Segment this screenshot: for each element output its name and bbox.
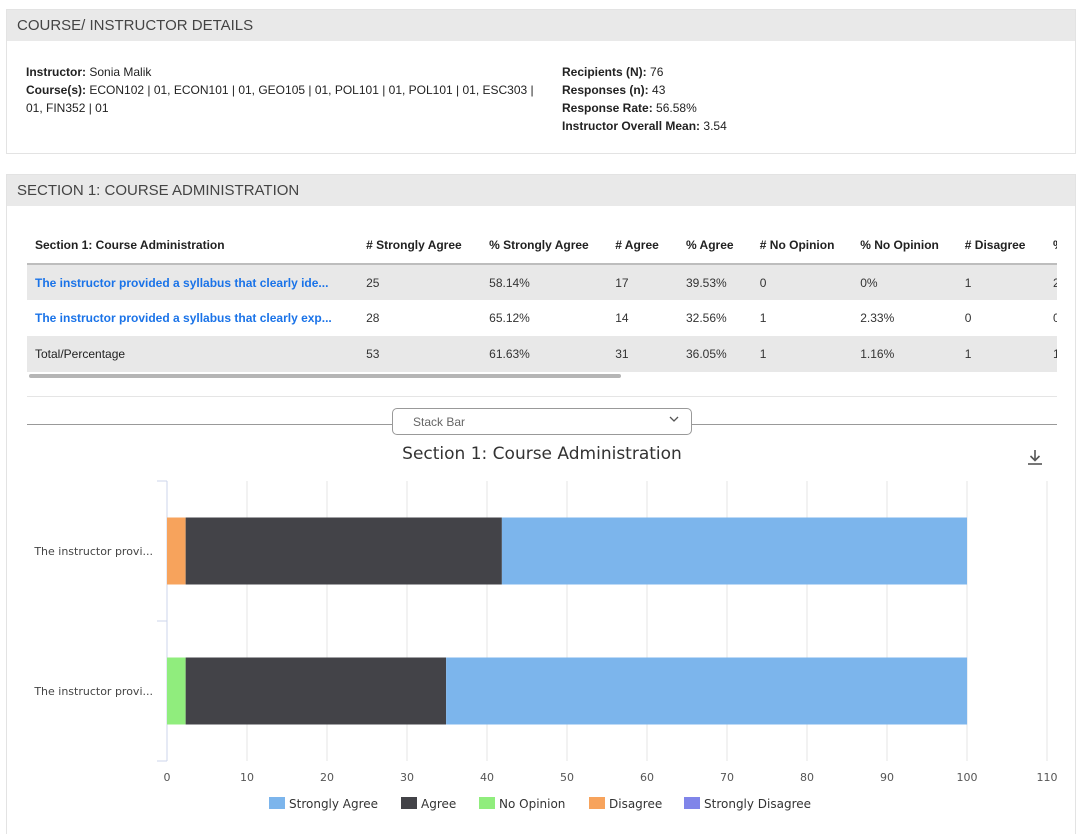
table-cell: 1 bbox=[751, 336, 853, 372]
details-right-column: Recipients (N): 76 Responses (n): 43 Res… bbox=[562, 63, 962, 135]
table-cell: 39.53% bbox=[677, 264, 752, 300]
courses-list: ECON102 | 01, ECON101 | 01, GEO105 | 01,… bbox=[89, 83, 534, 97]
table-cell: 65.12% bbox=[489, 311, 530, 325]
table-cell: 1.16% bbox=[852, 336, 957, 372]
section-1-panel: SECTION 1: COURSE ADMINISTRATION Section… bbox=[6, 174, 1076, 834]
col-header[interactable]: # Strongly Agree bbox=[358, 227, 482, 265]
table-cell: 61.63% bbox=[481, 336, 608, 372]
responses-label: Responses (n): bbox=[562, 83, 649, 97]
table-cell: 1 bbox=[956, 264, 1045, 300]
details-left-column: Instructor: Sonia Malik Course(s): ECON1… bbox=[26, 63, 546, 117]
table-cell: 28 bbox=[366, 311, 380, 325]
x-tick-label: 60 bbox=[640, 771, 654, 784]
table-cell: 17 bbox=[607, 264, 678, 300]
table-cell: 53 bbox=[358, 336, 482, 372]
x-tick-label: 0 bbox=[164, 771, 171, 784]
col-header[interactable]: # No Opinion bbox=[751, 227, 853, 265]
chart-type-selected: Stack Bar bbox=[413, 414, 466, 429]
total-label: Total/Percentage bbox=[27, 336, 359, 372]
divider bbox=[27, 396, 1057, 397]
table-cell: 0 bbox=[964, 311, 972, 325]
col-header[interactable]: # Disagree bbox=[956, 227, 1045, 265]
x-tick-label: 80 bbox=[800, 771, 814, 784]
x-tick-label: 20 bbox=[320, 771, 334, 784]
stacked-bar-chart: 0 10 20 30 40 50 60 70 80 90 100 110 The instructor … bbox=[33, 480, 1058, 811]
results-table-container[interactable]: Section 1: Course Administration # Stron… bbox=[27, 227, 1057, 375]
col-header[interactable]: % Strongly Agree bbox=[481, 227, 608, 265]
overall-mean-label: Instructor Overall Mean: bbox=[562, 119, 701, 133]
details-header: COURSE/ INSTRUCTOR DETAILS bbox=[7, 10, 1075, 41]
chevron-down-icon bbox=[669, 416, 679, 422]
response-rate-value: 56.58% bbox=[656, 101, 697, 115]
table-cell: 1.16% bbox=[1044, 336, 1057, 372]
table-total-row: Total/Percentage 53 61.63% 31 36.05% 1 1… bbox=[27, 336, 1057, 372]
x-tick-label: 50 bbox=[560, 771, 574, 784]
bar-no-opinion bbox=[167, 657, 186, 725]
x-tick-label: 70 bbox=[720, 771, 734, 784]
section-header: SECTION 1: COURSE ADMINISTRATION bbox=[7, 175, 1075, 206]
table-row: The instructor provided a syllabus that … bbox=[27, 264, 1057, 300]
legend-swatch bbox=[479, 797, 495, 809]
table-cell: 32.56% bbox=[685, 311, 727, 325]
col-header[interactable]: Section 1: Course Administration bbox=[27, 227, 359, 265]
table-cell: 2.33% bbox=[860, 311, 895, 325]
bar-strongly-agree bbox=[446, 657, 968, 725]
courses-list-continued: 01, FIN352 | 01 bbox=[26, 101, 109, 115]
table-cell: 1 bbox=[759, 311, 767, 325]
question-link[interactable]: The instructor provided a syllabus that … bbox=[27, 264, 359, 300]
results-table: Section 1: Course Administration # Stron… bbox=[27, 227, 1057, 372]
table-header-row: Section 1: Course Administration # Stron… bbox=[27, 227, 1057, 265]
courses-label: Course(s): bbox=[26, 83, 87, 97]
x-tick-label: 90 bbox=[880, 771, 894, 784]
table-cell: 2.33% bbox=[1044, 264, 1057, 300]
table-cell: 0 bbox=[751, 264, 853, 300]
table-cell: 36.05% bbox=[677, 336, 752, 372]
legend-item: Agree bbox=[421, 797, 456, 811]
legend-swatch bbox=[401, 797, 417, 809]
legend-item: Strongly Agree bbox=[289, 797, 378, 811]
legend-item: Disagree bbox=[609, 797, 662, 811]
question-link[interactable]: The instructor provided a syllabus that … bbox=[35, 311, 332, 325]
recipients-label: Recipients (N): bbox=[562, 65, 647, 79]
chart-title: Section 1: Course Administration bbox=[402, 444, 682, 464]
col-header[interactable]: % Dis bbox=[1044, 227, 1057, 265]
instructor-label: Instructor: bbox=[26, 65, 86, 79]
table-cell: 14 bbox=[615, 311, 629, 325]
legend-item: Strongly Disagree bbox=[704, 797, 811, 811]
bar-agree bbox=[185, 657, 447, 725]
legend-item: No Opinion bbox=[499, 797, 565, 811]
bar-agree bbox=[185, 517, 502, 585]
bar-disagree bbox=[167, 517, 186, 585]
table-row: The instructor provided a syllabus that … bbox=[27, 300, 1057, 336]
download-icon[interactable] bbox=[1025, 447, 1045, 467]
x-tick-label: 30 bbox=[400, 771, 414, 784]
bar-strongly-agree bbox=[501, 517, 967, 585]
course-instructor-details-panel: COURSE/ INSTRUCTOR DETAILS Instructor: S… bbox=[6, 9, 1076, 154]
legend-swatch bbox=[684, 797, 700, 809]
overall-mean-value: 3.54 bbox=[703, 119, 727, 133]
x-tick-label: 40 bbox=[480, 771, 494, 784]
chart-type-select[interactable]: Stack Bar bbox=[392, 408, 692, 435]
table-cell: 31 bbox=[607, 336, 678, 372]
table-cell: 1 bbox=[956, 336, 1045, 372]
col-header[interactable]: % No Opinion bbox=[852, 227, 957, 265]
x-tick-label: 110 bbox=[1037, 771, 1058, 784]
x-tick-label: 10 bbox=[240, 771, 254, 784]
table-cell: 0% bbox=[1052, 311, 1057, 325]
y-category-label: The instructor provi... bbox=[33, 685, 153, 698]
responses-value: 43 bbox=[652, 83, 666, 97]
response-rate-label: Response Rate: bbox=[562, 101, 653, 115]
y-category-label: The instructor provi... bbox=[33, 545, 153, 558]
table-horizontal-scrollbar[interactable] bbox=[29, 374, 621, 378]
table-cell: 25 bbox=[358, 264, 482, 300]
legend-swatch bbox=[589, 797, 605, 809]
col-header[interactable]: % Agree bbox=[677, 227, 752, 265]
legend-swatch bbox=[269, 797, 285, 809]
table-cell: 58.14% bbox=[481, 264, 608, 300]
x-tick-label: 100 bbox=[957, 771, 978, 784]
instructor-name: Sonia Malik bbox=[89, 65, 152, 79]
table-cell: 0% bbox=[852, 264, 957, 300]
col-header[interactable]: # Agree bbox=[607, 227, 678, 265]
recipients-value: 76 bbox=[650, 65, 664, 79]
